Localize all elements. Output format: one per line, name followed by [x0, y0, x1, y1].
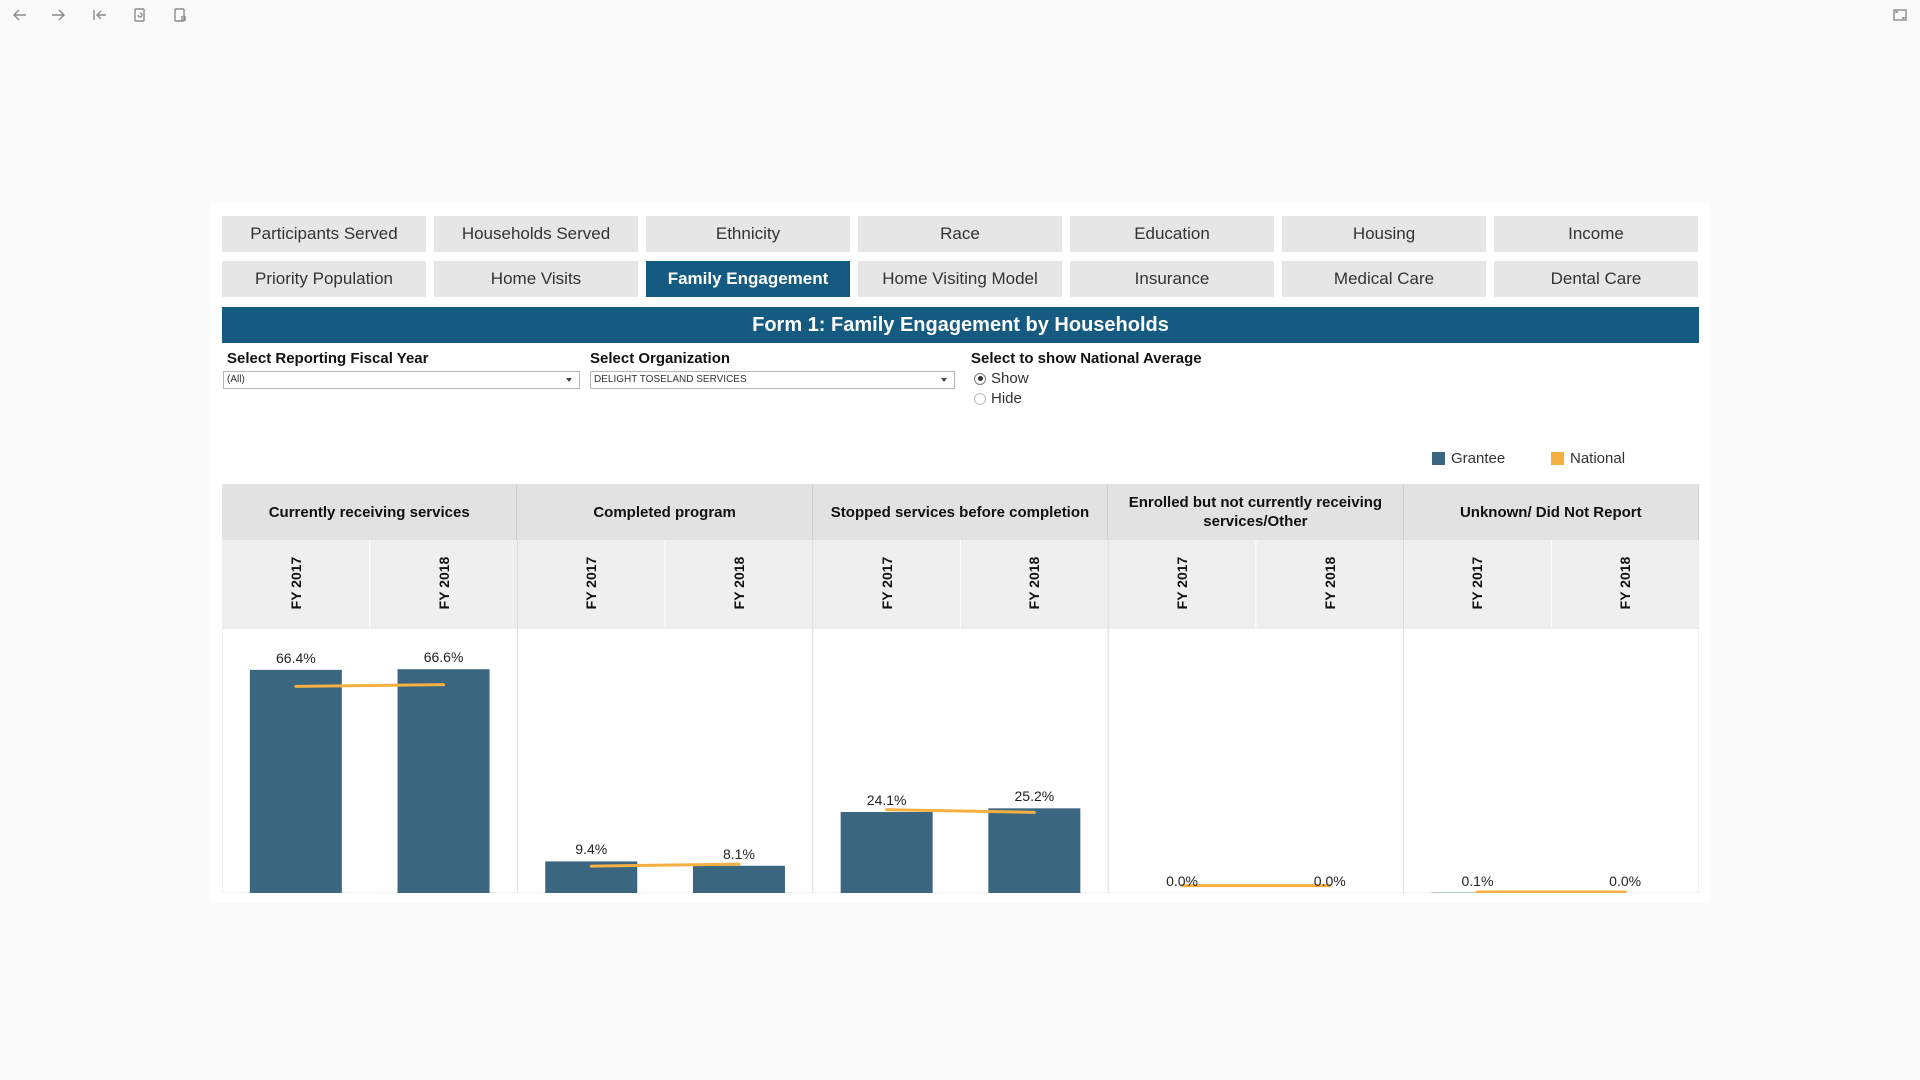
organization-value: DELIGHT TOSELAND SERVICES	[594, 374, 747, 385]
pause-icon[interactable]	[169, 4, 191, 26]
tab-medical-care[interactable]: Medical Care	[1282, 261, 1486, 297]
year-label: FY 2018	[730, 556, 747, 610]
revert-icon[interactable]	[89, 4, 111, 26]
fiscal-year-label: Select Reporting Fiscal Year	[227, 350, 429, 367]
dashboard: Participants Served Households Served Et…	[210, 203, 1710, 903]
grantee-bar	[988, 808, 1081, 893]
tab-insurance[interactable]: Insurance	[1070, 261, 1274, 297]
bar-value-label: 66.6%	[423, 649, 464, 666]
bar-value-label: 9.4%	[575, 841, 608, 858]
category-header: Currently receiving services	[222, 484, 518, 540]
organization-label: Select Organization	[590, 350, 731, 367]
tab-income[interactable]: Income	[1494, 216, 1698, 252]
legend-national-label: National	[1570, 450, 1626, 467]
organization-dropdown[interactable]: DELIGHT TOSELAND SERVICES	[590, 371, 955, 389]
bar-value-label: 0.0%	[1609, 873, 1642, 889]
national-average-label: Select to show National Average	[971, 350, 1202, 367]
grantee-bar	[397, 669, 490, 893]
national-average-line	[294, 683, 446, 688]
chevron-down-icon	[941, 378, 947, 382]
legend-national: National	[1551, 450, 1625, 467]
year-label: FY 2018	[1026, 556, 1043, 610]
page-title: Form 1: Family Engagement by Households	[222, 307, 1699, 343]
fiscal-year-value: (All)	[227, 374, 245, 385]
grantee-bar	[249, 669, 342, 893]
category-header: Completed program	[517, 484, 813, 540]
legend-grantee-label: Grantee	[1451, 450, 1506, 467]
tab-participants-served[interactable]: Participants Served	[222, 216, 426, 252]
chevron-down-icon	[566, 378, 572, 382]
bar-value-label: 0.0%	[1313, 873, 1346, 889]
radio-hide-label: Hide	[991, 390, 1022, 407]
national-average-line	[885, 808, 1036, 814]
tab-education[interactable]: Education	[1070, 216, 1274, 252]
legend-grantee: Grantee	[1432, 450, 1505, 467]
tab-households-served[interactable]: Households Served	[434, 216, 638, 252]
legend-grantee-swatch	[1432, 452, 1445, 465]
radio-show[interactable]: Show	[974, 370, 1029, 387]
grantee-bar	[840, 812, 933, 893]
year-label: FY 2018	[1617, 556, 1634, 610]
fullscreen-icon[interactable]	[1889, 4, 1911, 26]
refresh-icon[interactable]	[129, 4, 151, 26]
national-average-line	[589, 862, 741, 868]
fiscal-year-dropdown[interactable]: (All)	[223, 371, 580, 389]
bar-value-label: 24.1%	[866, 792, 907, 809]
category-header: Enrolled but not currently receiving ser…	[1108, 484, 1404, 540]
chart-canvas	[222, 540, 1699, 893]
tab-dental-care[interactable]: Dental Care	[1494, 261, 1698, 297]
year-label: FY 2018	[1321, 556, 1338, 610]
tab-race[interactable]: Race	[858, 216, 1062, 252]
radio-hide[interactable]: Hide	[974, 390, 1022, 407]
radio-show-label: Show	[991, 370, 1029, 387]
category-headers: Currently receiving services Completed pr…	[222, 484, 1699, 540]
forward-arrow-icon[interactable]	[47, 4, 69, 26]
engagement-chart: Currently receiving services Completed pr…	[222, 484, 1699, 893]
tab-housing[interactable]: Housing	[1282, 216, 1486, 252]
bar-value-label: 66.4%	[275, 649, 316, 666]
year-label: FY 2017	[583, 556, 600, 610]
bar-value-label: 8.1%	[722, 845, 755, 862]
tab-home-visits[interactable]: Home Visits	[434, 261, 638, 297]
category-header: Unknown/ Did Not Report	[1403, 484, 1699, 540]
toolbar	[0, 0, 1920, 30]
radio-unselected-icon	[974, 392, 986, 405]
category-header: Stopped services before completion	[812, 484, 1109, 540]
tab-family-engagement[interactable]: Family Engagement	[646, 261, 850, 297]
tab-home-visiting-model[interactable]: Home Visiting Model	[858, 261, 1062, 297]
year-label: FY 2017	[1469, 556, 1486, 610]
legend-national-swatch	[1551, 452, 1564, 465]
bar-value-label: 25.2%	[1014, 788, 1055, 805]
year-label: FY 2017	[878, 556, 895, 610]
bar-value-label: 0.1%	[1461, 872, 1494, 889]
radio-selected-icon	[974, 372, 986, 385]
tab-ethnicity[interactable]: Ethnicity	[646, 216, 850, 252]
year-label: FY 2017	[287, 556, 304, 610]
back-arrow-icon[interactable]	[9, 4, 31, 26]
grantee-bar	[692, 865, 785, 893]
bar-value-label: 0.0%	[1166, 873, 1199, 889]
tab-priority-population[interactable]: Priority Population	[222, 261, 426, 297]
year-label: FY 2018	[435, 556, 452, 610]
year-label: FY 2017	[1174, 556, 1191, 610]
